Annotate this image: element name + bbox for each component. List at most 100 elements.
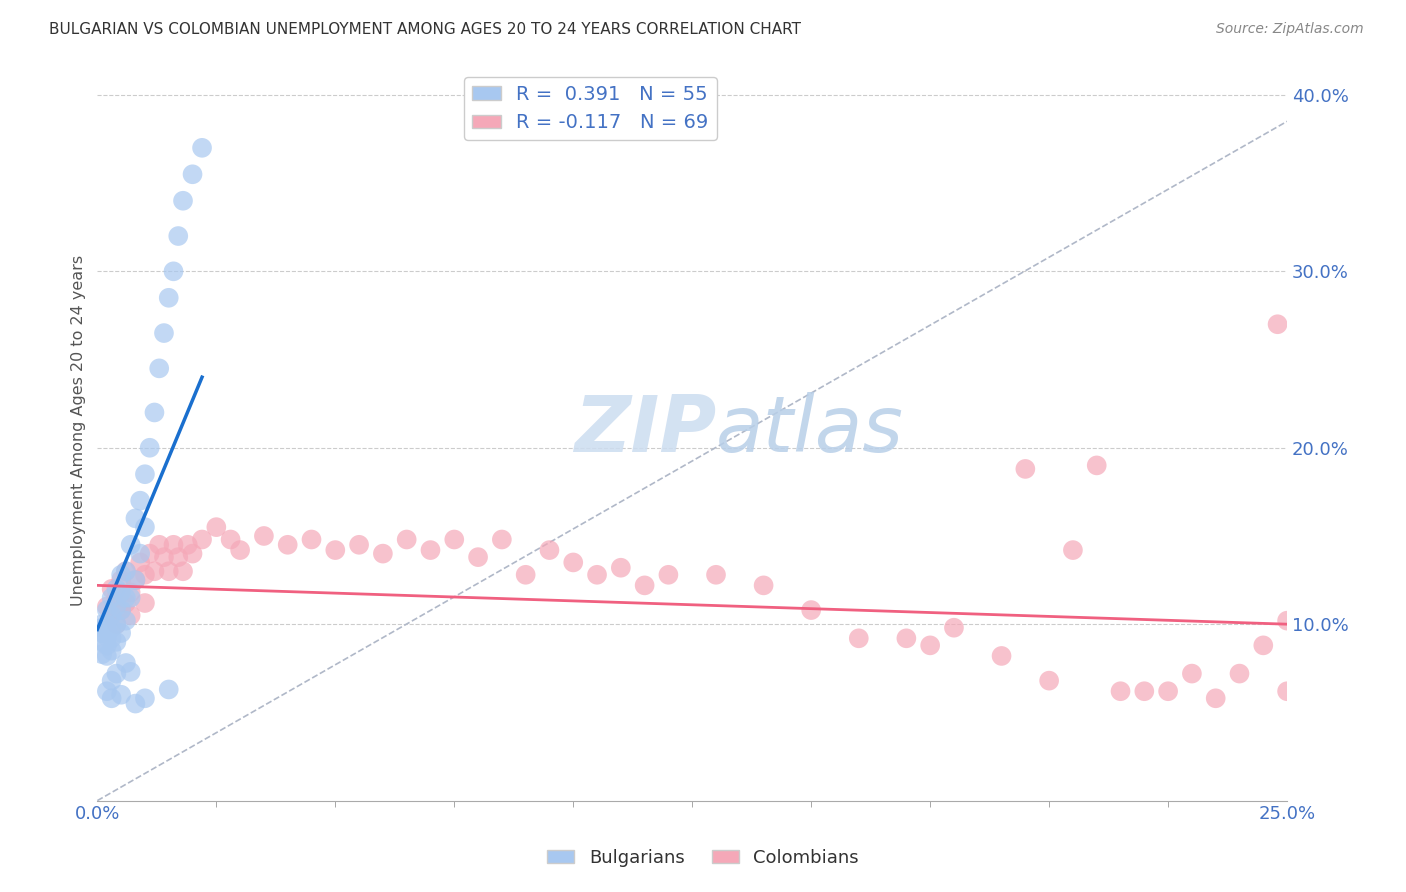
Point [91, 621, 114, 635]
Point [1133, 684, 1156, 698]
Point [1109, 684, 1132, 698]
Point [1038, 673, 1060, 688]
Point [134, 567, 156, 582]
Point [153, 550, 176, 565]
Point [800, 603, 823, 617]
Point [134, 691, 156, 706]
Point [153, 326, 176, 340]
Point [134, 520, 156, 534]
Point [105, 635, 128, 649]
Point [657, 567, 679, 582]
Point [138, 441, 160, 455]
Point [162, 264, 184, 278]
Point [120, 608, 142, 623]
Point [538, 543, 561, 558]
Point [172, 194, 194, 208]
Point [105, 582, 128, 596]
Point [120, 538, 142, 552]
Point [1085, 458, 1108, 473]
Point [105, 666, 128, 681]
Point [115, 564, 138, 578]
Point [100, 632, 122, 646]
Point [491, 533, 513, 547]
Point [120, 585, 142, 599]
Point [1229, 666, 1251, 681]
Point [148, 361, 170, 376]
Point [990, 648, 1012, 663]
Point [191, 141, 214, 155]
Point [105, 599, 128, 614]
Point [110, 573, 132, 587]
Point [124, 511, 146, 525]
Point [515, 567, 537, 582]
Point [100, 621, 122, 635]
Point [91, 635, 114, 649]
Point [162, 538, 184, 552]
Point [96, 638, 118, 652]
Point [1267, 318, 1289, 332]
Point [157, 291, 180, 305]
Point [134, 596, 156, 610]
Point [157, 682, 180, 697]
Point [229, 543, 252, 558]
Point [1062, 543, 1084, 558]
Point [124, 573, 146, 587]
Point [105, 617, 128, 632]
Point [586, 567, 609, 582]
Point [443, 533, 465, 547]
Point [96, 648, 118, 663]
Point [134, 467, 156, 482]
Point [96, 623, 118, 637]
Point [91, 647, 114, 661]
Point [848, 632, 870, 646]
Point [110, 585, 132, 599]
Point [124, 697, 146, 711]
Point [143, 564, 166, 578]
Point [96, 603, 118, 617]
Point [395, 533, 418, 547]
Point [100, 691, 122, 706]
Point [96, 599, 118, 614]
Text: ZIP: ZIP [574, 392, 716, 468]
Point [467, 550, 489, 565]
Point [177, 538, 200, 552]
Text: atlas: atlas [716, 392, 904, 468]
Point [167, 550, 190, 565]
Point [100, 582, 122, 596]
Point [110, 603, 132, 617]
Point [129, 493, 152, 508]
Point [96, 617, 118, 632]
Point [100, 608, 122, 623]
Text: Source: ZipAtlas.com: Source: ZipAtlas.com [1216, 22, 1364, 37]
Point [562, 556, 585, 570]
Point [120, 665, 142, 679]
Point [896, 632, 918, 646]
Point [371, 547, 394, 561]
Point [115, 596, 138, 610]
Point [1205, 691, 1227, 706]
Point [1157, 684, 1180, 698]
Point [138, 547, 160, 561]
Point [100, 643, 122, 657]
Point [191, 533, 214, 547]
Point [115, 564, 138, 578]
Point [120, 591, 142, 605]
Point [105, 617, 128, 632]
Point [1181, 666, 1204, 681]
Point [301, 533, 323, 547]
Point [253, 529, 276, 543]
Point [115, 656, 138, 670]
Point [633, 578, 655, 592]
Point [148, 538, 170, 552]
Point [181, 167, 204, 181]
Point [110, 626, 132, 640]
Point [100, 673, 122, 688]
Point [110, 603, 132, 617]
Point [91, 626, 114, 640]
Point [96, 630, 118, 644]
Point [96, 684, 118, 698]
Point [143, 405, 166, 419]
Point [920, 638, 942, 652]
Point [1251, 638, 1274, 652]
Point [704, 567, 727, 582]
